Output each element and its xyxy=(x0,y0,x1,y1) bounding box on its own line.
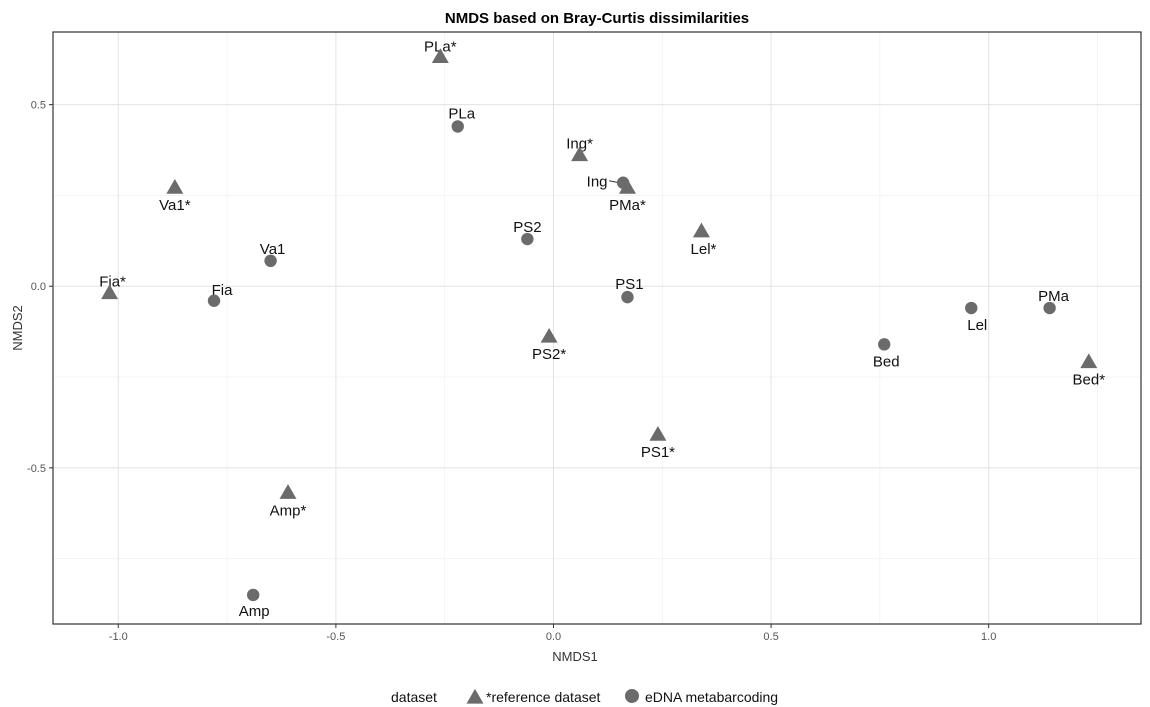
point-label: PMa* xyxy=(609,197,646,214)
triangle-marker xyxy=(571,146,589,162)
circle-marker xyxy=(246,588,260,602)
point-label: Va1 xyxy=(260,241,286,258)
legend-label-reference: *reference dataset xyxy=(486,689,601,705)
point-label: Ing xyxy=(587,174,608,191)
x-axis-title: NMDS1 xyxy=(552,649,598,664)
data-points xyxy=(101,48,1098,602)
triangle-marker xyxy=(692,222,710,238)
point-label: Lel* xyxy=(691,241,717,258)
triangle-marker xyxy=(1080,353,1098,369)
circle-marker xyxy=(451,120,464,133)
x-tick-label: 0.0 xyxy=(546,631,561,643)
circle-marker xyxy=(965,301,978,315)
x-tick-label: 1.0 xyxy=(981,631,996,643)
point-label: PMa xyxy=(1038,288,1070,305)
legend-title: dataset xyxy=(391,689,437,705)
point-label: Lel xyxy=(967,317,987,334)
triangle-marker xyxy=(431,48,449,64)
x-tick-label: -0.5 xyxy=(326,631,345,643)
point-label: PS2 xyxy=(513,219,541,236)
point-label: Amp* xyxy=(270,502,307,519)
point-label: PS1* xyxy=(641,444,675,461)
point-label: Bed xyxy=(873,353,900,370)
point-label: Bed* xyxy=(1073,372,1106,389)
chart-title: NMDS based on Bray-Curtis dissimilaritie… xyxy=(445,10,749,27)
legend-triangle-icon xyxy=(466,688,484,704)
point-label: PLa* xyxy=(424,38,457,55)
circle-marker xyxy=(616,176,630,189)
legend-label-edna: eDNA metabarcoding xyxy=(645,689,778,705)
legend-circle-icon xyxy=(625,689,639,703)
triangle-marker xyxy=(649,426,667,441)
point-label: Amp xyxy=(239,603,270,620)
triangle-marker xyxy=(101,284,119,300)
y-tick-label: -0.5 xyxy=(27,463,46,475)
triangle-marker xyxy=(279,484,297,499)
point-label: Ing* xyxy=(566,135,593,152)
y-tick-label: 0.5 xyxy=(31,100,46,112)
circle-marker xyxy=(621,290,634,304)
circle-marker xyxy=(264,254,277,268)
y-tick-label: 0.0 xyxy=(31,281,46,293)
x-tick-label: 0.5 xyxy=(763,631,778,643)
legend: dataset *reference dataset eDNA metabarc… xyxy=(391,688,778,705)
axis-ticks: -1.0 -0.5 0.0 0.5 1.0 -0.5 0.0 0.5 xyxy=(27,100,996,643)
y-axis-title: NMDS2 xyxy=(10,305,25,351)
circle-marker xyxy=(1043,301,1056,315)
plot-panel-border xyxy=(52,31,1142,625)
circle-marker xyxy=(207,294,221,307)
circle-marker xyxy=(878,338,891,351)
triangle-marker xyxy=(166,179,184,194)
circle-marker xyxy=(521,232,534,246)
point-label: Va1* xyxy=(159,197,191,214)
grid-lines xyxy=(53,32,1141,624)
x-tick-label: -1.0 xyxy=(109,631,128,643)
point-labels: PLa* Ing* PMa* Va1* Lel* Fia* PS2* Bed* PS1* Amp*… xyxy=(99,38,1105,620)
point-label: PS1 xyxy=(615,276,643,293)
point-label: PLa xyxy=(448,105,475,122)
triangle-marker xyxy=(540,327,558,343)
point-label: Fia xyxy=(212,282,233,299)
point-label: Fia* xyxy=(99,273,126,290)
point-label: PS2* xyxy=(532,346,566,363)
